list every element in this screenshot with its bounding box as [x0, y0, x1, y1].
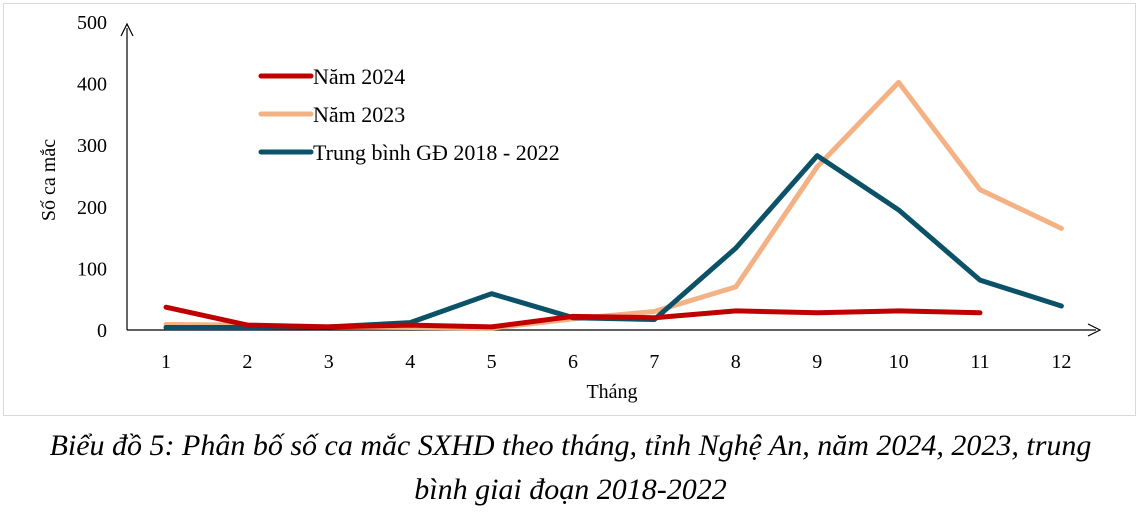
- chart-caption: Biểu đồ 5: Phân bố số ca mắc SXHD theo t…: [0, 424, 1141, 512]
- caption-line-2: bình giai đoạn 2018-2022: [414, 473, 727, 506]
- chart-frame: [3, 3, 1136, 416]
- x-tick-label: 10: [889, 351, 909, 373]
- x-tick-label: 6: [568, 351, 578, 373]
- legend-label-1: Năm 2023: [313, 102, 405, 127]
- x-tick-label: 5: [487, 351, 497, 373]
- legend-label-0: Năm 2024: [313, 64, 405, 89]
- x-axis-arrow: [1087, 323, 1102, 337]
- y-tick-label: 0: [97, 320, 107, 342]
- x-tick-label: 2: [242, 351, 252, 373]
- x-tick-label: 9: [812, 351, 822, 373]
- x-axis-title: Tháng: [586, 381, 637, 403]
- series-line-0: [163, 304, 983, 330]
- legend-label-2: Trung bình GĐ 2018 - 2022: [313, 140, 560, 165]
- x-tick-label: 1: [161, 351, 171, 373]
- x-tick-label: 3: [324, 351, 334, 373]
- y-tick-label: 500: [77, 12, 107, 34]
- y-axis-arrow: [120, 22, 134, 37]
- y-tick-label: 100: [77, 258, 107, 280]
- x-tick-label: 7: [649, 351, 659, 373]
- y-tick-label: 300: [77, 135, 107, 157]
- y-tick-label: 400: [77, 74, 107, 96]
- series-line-1: [163, 79, 1064, 331]
- x-tick-label: 11: [970, 351, 989, 373]
- x-tick-label: 12: [1051, 351, 1071, 373]
- x-tick-label: 4: [405, 351, 415, 373]
- series-line-2: [163, 153, 1064, 330]
- caption-line-1: Biểu đồ 5: Phân bố số ca mắc SXHD theo t…: [49, 429, 1092, 462]
- y-axis-title: Số ca mắc: [38, 139, 60, 221]
- x-tick-label: 8: [731, 351, 741, 373]
- y-tick-label: 200: [77, 197, 107, 219]
